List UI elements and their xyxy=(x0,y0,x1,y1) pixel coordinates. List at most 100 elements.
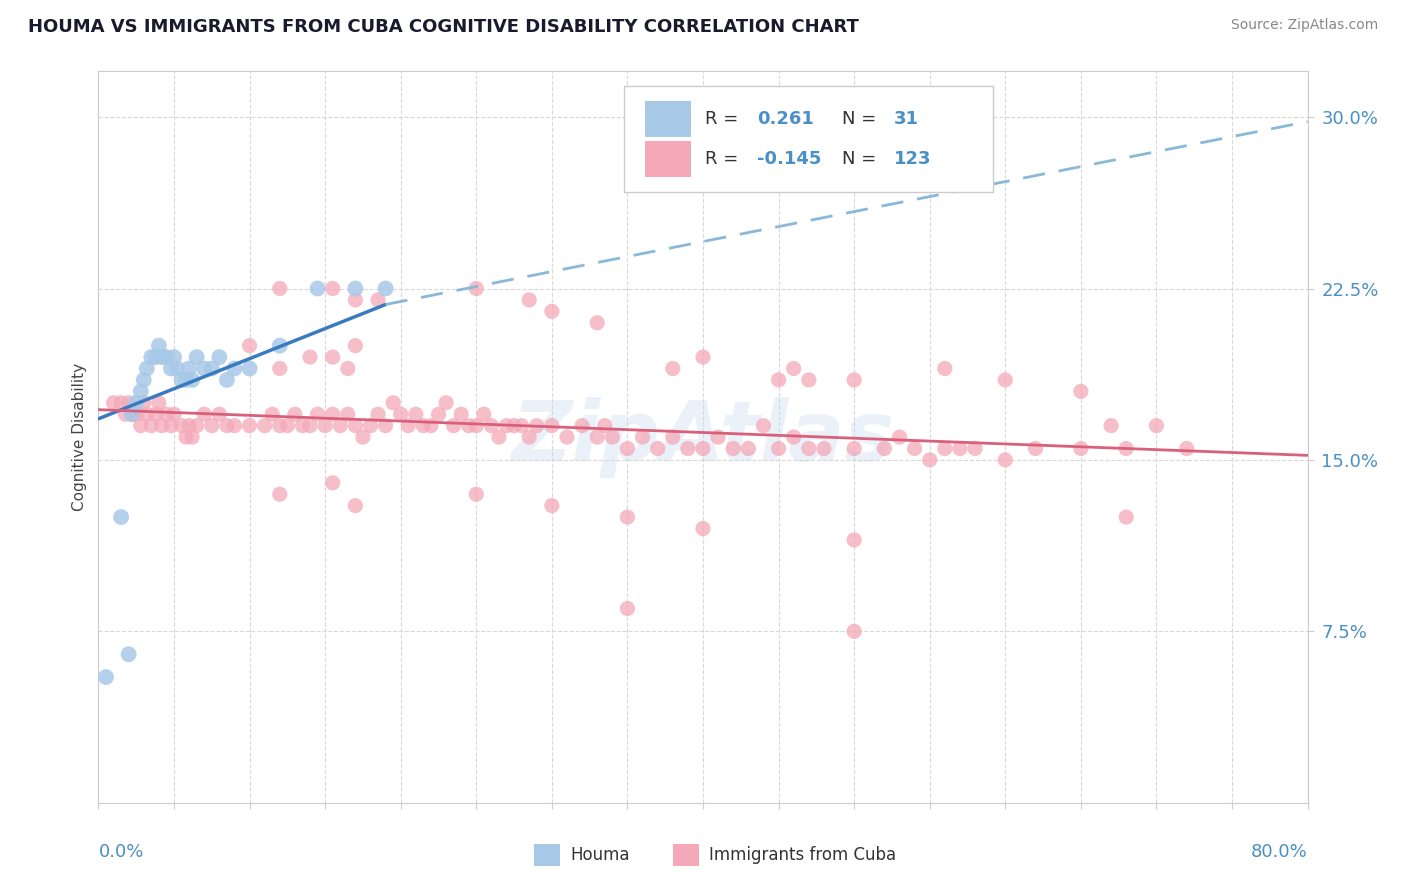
Point xyxy=(160,418,183,433)
Point xyxy=(253,418,276,433)
Point xyxy=(481,418,503,433)
Point xyxy=(132,373,155,387)
Point xyxy=(965,442,987,456)
Point xyxy=(181,430,204,444)
Point xyxy=(1115,510,1137,524)
Point xyxy=(163,350,186,364)
Text: Houma: Houma xyxy=(569,847,630,864)
Point xyxy=(443,418,465,433)
Point xyxy=(1024,442,1046,456)
Point xyxy=(904,442,927,456)
Point xyxy=(114,407,136,421)
Point xyxy=(110,396,132,410)
Point xyxy=(495,418,517,433)
Point xyxy=(692,442,714,456)
Point xyxy=(412,418,434,433)
Point xyxy=(360,418,382,433)
Point xyxy=(163,407,186,421)
Point xyxy=(344,281,367,295)
Point xyxy=(141,350,163,364)
Text: N =: N = xyxy=(842,110,882,128)
Point xyxy=(291,418,314,433)
Point xyxy=(269,361,291,376)
Point xyxy=(420,418,443,433)
Point xyxy=(873,442,896,456)
Point xyxy=(1070,442,1092,456)
Point xyxy=(382,396,405,410)
Point xyxy=(284,407,307,421)
Text: Immigrants from Cuba: Immigrants from Cuba xyxy=(709,847,896,864)
Point xyxy=(110,510,132,524)
Point xyxy=(616,442,638,456)
Point xyxy=(322,281,344,295)
Point xyxy=(405,407,427,421)
Point xyxy=(352,430,374,444)
Point xyxy=(783,361,806,376)
Point xyxy=(150,418,173,433)
Point xyxy=(450,407,472,421)
Text: 80.0%: 80.0% xyxy=(1251,843,1308,861)
Point xyxy=(118,396,141,410)
Text: 123: 123 xyxy=(894,150,932,168)
Point xyxy=(661,430,683,444)
Point xyxy=(797,373,820,387)
Point xyxy=(994,373,1017,387)
Point xyxy=(344,418,367,433)
Point xyxy=(396,418,419,433)
Text: 31: 31 xyxy=(894,110,920,128)
Point xyxy=(224,418,246,433)
Point xyxy=(307,407,329,421)
Point xyxy=(889,430,911,444)
Point xyxy=(179,361,201,376)
Point xyxy=(427,407,450,421)
Point xyxy=(1175,442,1198,456)
Point xyxy=(145,407,167,421)
Point xyxy=(457,418,479,433)
Point xyxy=(540,304,562,318)
Point xyxy=(239,361,262,376)
Point xyxy=(148,338,170,352)
Point xyxy=(465,281,488,295)
Point xyxy=(132,396,155,410)
Point xyxy=(374,418,396,433)
Point xyxy=(201,361,224,376)
Point xyxy=(193,361,215,376)
Point xyxy=(813,442,835,456)
Point xyxy=(602,430,624,444)
Point xyxy=(125,396,148,410)
Point xyxy=(768,442,790,456)
Point xyxy=(647,442,669,456)
Point xyxy=(170,373,193,387)
Text: N =: N = xyxy=(842,150,882,168)
Point xyxy=(510,418,533,433)
Point xyxy=(934,442,956,456)
Text: -0.145: -0.145 xyxy=(758,150,821,168)
Point xyxy=(269,487,291,501)
Point xyxy=(215,373,238,387)
Point xyxy=(150,350,173,364)
Bar xyxy=(534,845,561,866)
Point xyxy=(465,487,488,501)
Point xyxy=(465,418,488,433)
Point xyxy=(170,418,193,433)
Point xyxy=(129,384,152,399)
Point xyxy=(593,418,616,433)
Point xyxy=(949,442,972,456)
Point xyxy=(322,350,344,364)
Point xyxy=(344,338,367,352)
Point xyxy=(322,475,344,490)
Point xyxy=(208,350,231,364)
Point xyxy=(844,533,866,547)
Point xyxy=(934,361,956,376)
Point xyxy=(571,418,593,433)
Point xyxy=(179,418,201,433)
Point xyxy=(181,373,204,387)
Point xyxy=(276,418,298,433)
Point xyxy=(336,361,359,376)
Point xyxy=(540,418,562,433)
Point xyxy=(676,442,699,456)
Point xyxy=(201,418,224,433)
Point xyxy=(135,361,157,376)
Point xyxy=(994,453,1017,467)
Point xyxy=(186,418,208,433)
